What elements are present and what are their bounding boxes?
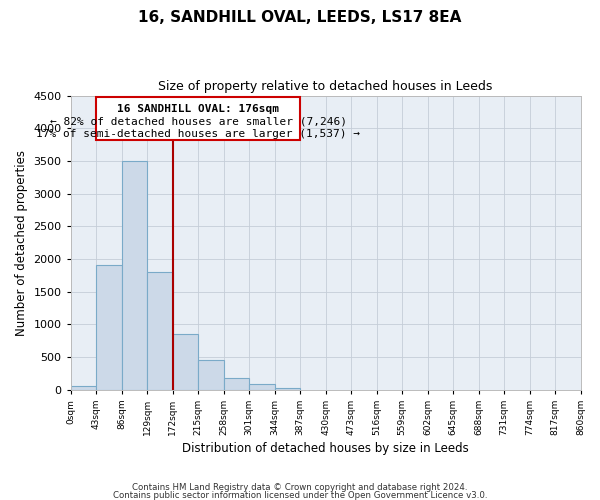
Bar — [275, 388, 300, 390]
Text: ← 82% of detached houses are smaller (7,246): ← 82% of detached houses are smaller (7,… — [50, 116, 347, 126]
Text: 16 SANDHILL OVAL: 176sqm: 16 SANDHILL OVAL: 176sqm — [117, 104, 279, 114]
Title: Size of property relative to detached houses in Leeds: Size of property relative to detached ho… — [158, 80, 493, 93]
Text: 17% of semi-detached houses are larger (1,537) →: 17% of semi-detached houses are larger (… — [36, 128, 360, 138]
Bar — [122, 161, 147, 390]
Text: Contains HM Land Registry data © Crown copyright and database right 2024.: Contains HM Land Registry data © Crown c… — [132, 484, 468, 492]
X-axis label: Distribution of detached houses by size in Leeds: Distribution of detached houses by size … — [182, 442, 469, 455]
FancyBboxPatch shape — [96, 97, 300, 140]
Bar — [147, 272, 173, 390]
Bar — [173, 334, 198, 390]
Bar — [96, 266, 122, 390]
Text: Contains public sector information licensed under the Open Government Licence v3: Contains public sector information licen… — [113, 490, 487, 500]
Bar — [71, 386, 96, 390]
Bar — [224, 378, 249, 390]
Bar — [249, 384, 275, 390]
Bar — [198, 360, 224, 390]
Y-axis label: Number of detached properties: Number of detached properties — [15, 150, 28, 336]
Text: 16, SANDHILL OVAL, LEEDS, LS17 8EA: 16, SANDHILL OVAL, LEEDS, LS17 8EA — [139, 10, 461, 25]
